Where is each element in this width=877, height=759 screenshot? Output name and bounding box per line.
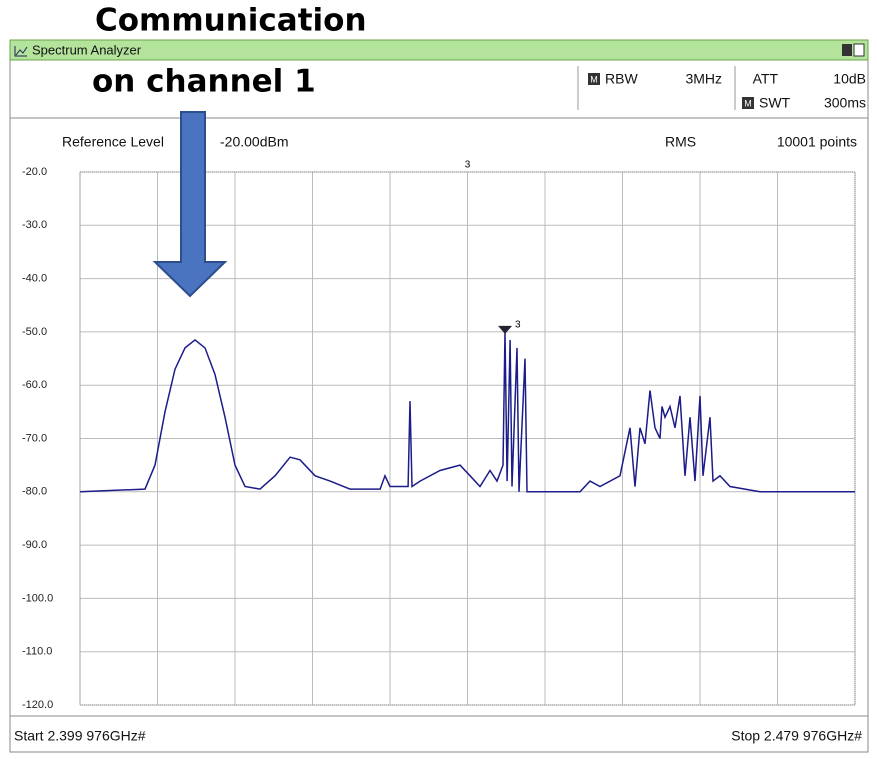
- annotation: on channel 1: [92, 64, 316, 100]
- window-title: Spectrum Analyzer: [32, 42, 142, 57]
- minimize-button[interactable]: [842, 44, 852, 56]
- rbw-label: RBW: [605, 71, 638, 87]
- swt-label: SWT: [759, 95, 791, 111]
- marker-top-label: 3: [465, 160, 471, 171]
- m-icon-text: M: [590, 74, 598, 84]
- detector: RMS: [665, 134, 696, 150]
- ref-level-label: Reference Level: [62, 134, 164, 150]
- y-tick-label: -40.0: [22, 273, 47, 285]
- app-icon: [14, 46, 28, 57]
- maximize-button[interactable]: [853, 43, 865, 57]
- y-tick-label: -70.0: [22, 432, 47, 444]
- m-icon: [742, 97, 754, 109]
- annotation: Communication: [95, 3, 367, 39]
- rbw-value: 3MHz: [685, 71, 722, 87]
- y-tick-label: -60.0: [22, 379, 47, 391]
- m-icon-text: M: [744, 98, 752, 108]
- arrow: [152, 111, 228, 298]
- plot: -20.0 -30.0 -40.0 -50.0 -60.0 -70.0 -80.0 -90.0…: [22, 160, 856, 711]
- att-label: ATT: [753, 71, 779, 87]
- y-tick-label: -110.0: [22, 646, 52, 658]
- stop-freq: Stop 2.479 976GHz#: [731, 728, 862, 744]
- y-tick-label: -80.0: [22, 486, 47, 498]
- y-tick-label: -20.0: [22, 166, 47, 178]
- window-frame: [9, 39, 869, 753]
- m-icon: [588, 73, 600, 85]
- ref-level-value: -20.00dBm: [220, 134, 288, 150]
- swt-value: 300ms: [824, 95, 866, 111]
- y-tick-label: -100.0: [22, 592, 53, 604]
- y-tick-label: -50.0: [22, 326, 47, 338]
- title-bar: [9, 39, 869, 61]
- y-tick-label: -120.0: [22, 699, 53, 711]
- points: 10001 points: [777, 134, 857, 150]
- y-tick-label: -30.0: [22, 219, 47, 231]
- marker-label: 3: [515, 320, 521, 331]
- trace: [79, 331, 855, 493]
- att-value: 10dB: [833, 71, 866, 87]
- start-freq: Start 2.399 976GHz#: [14, 728, 146, 744]
- marker: [498, 325, 513, 334]
- y-tick-label: -90.0: [22, 539, 47, 551]
